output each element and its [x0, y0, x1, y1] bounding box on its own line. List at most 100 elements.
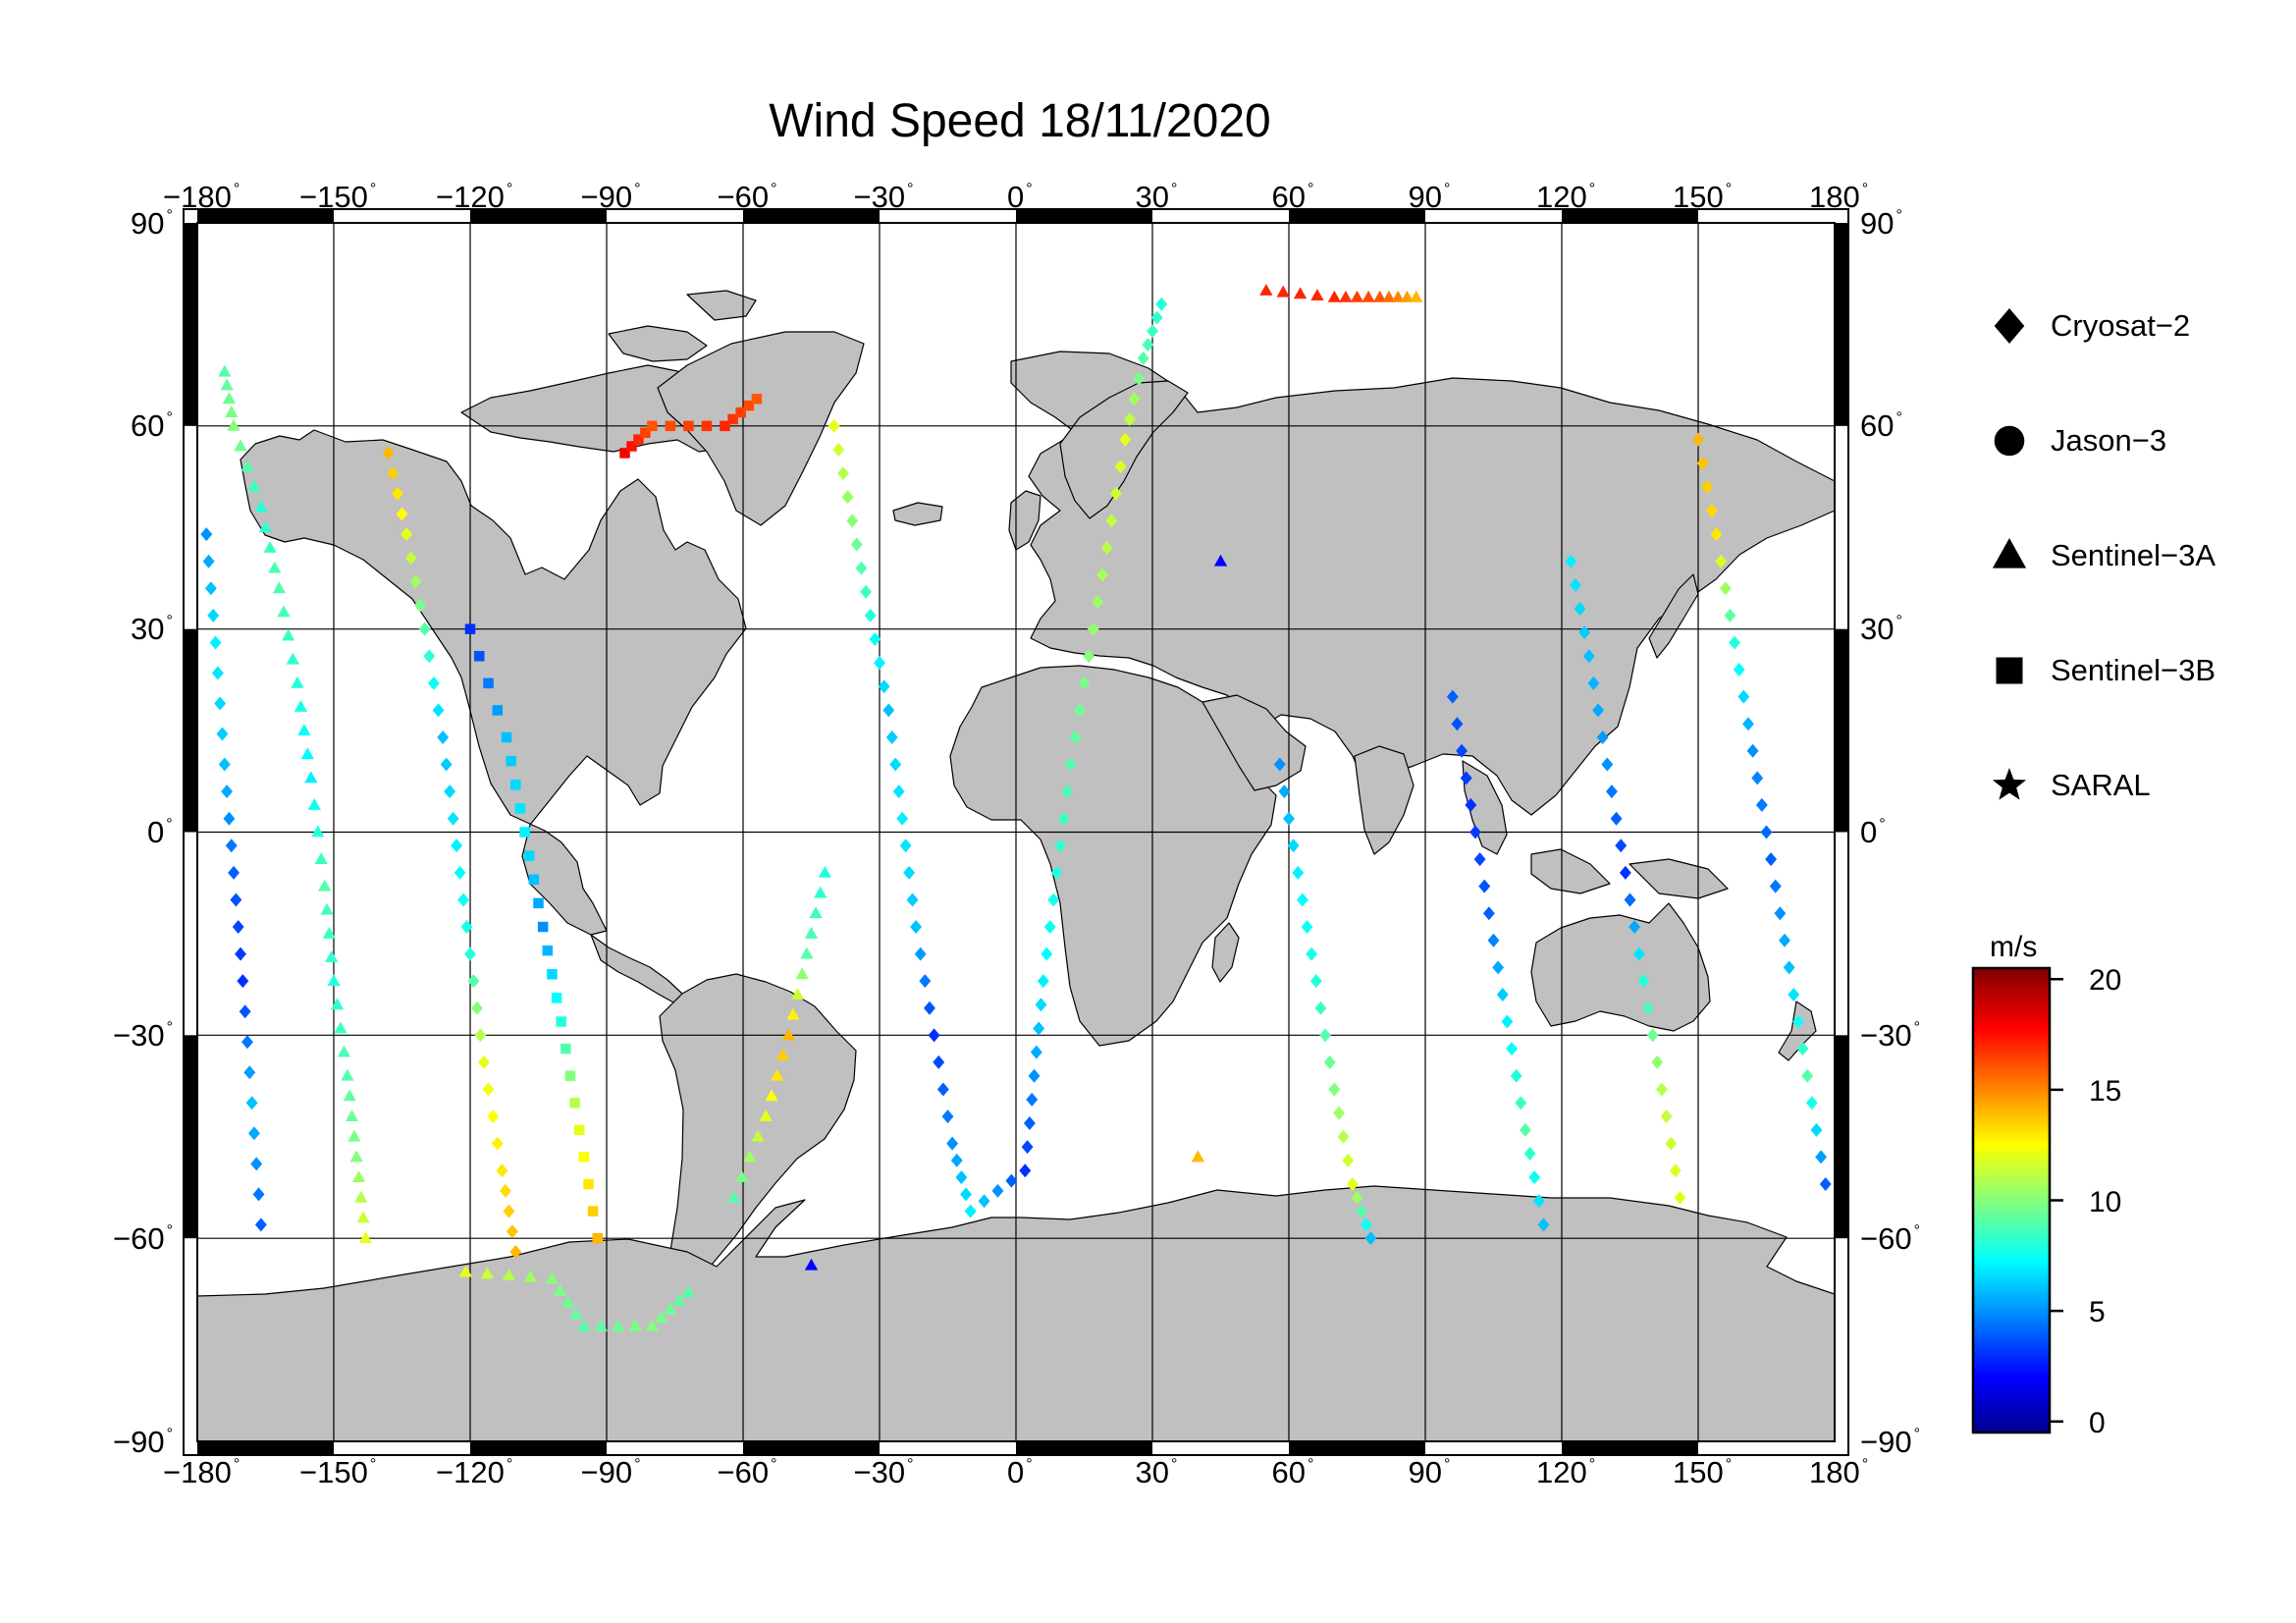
track-point: [1506, 1042, 1518, 1056]
track-point: [1050, 865, 1063, 880]
track-point: [1596, 730, 1609, 744]
track-point: [1692, 432, 1704, 447]
track-point: [537, 921, 549, 933]
track-point: [211, 666, 224, 680]
track-point: [556, 1016, 566, 1027]
track-point: [440, 757, 453, 772]
track-point: [1037, 974, 1049, 989]
track-point: [1350, 290, 1364, 302]
track-point: [1810, 1122, 1823, 1137]
track-point: [743, 1150, 757, 1163]
track-point: [235, 947, 246, 961]
track-point: [814, 886, 828, 898]
frame-degree-bars: [184, 209, 1848, 1455]
track-point: [1364, 1231, 1377, 1246]
track-point: [1701, 479, 1714, 494]
track-point: [1109, 486, 1122, 501]
track-point: [1100, 540, 1113, 555]
track-point: [781, 1028, 795, 1041]
track-point: [1737, 689, 1750, 704]
track-point: [735, 406, 746, 418]
track-point: [400, 527, 413, 542]
track-point: [345, 1109, 359, 1121]
track-point: [841, 490, 854, 505]
track-point: [218, 364, 232, 377]
track-point: [460, 920, 473, 935]
track-point: [1043, 920, 1056, 935]
track-point: [343, 1089, 356, 1102]
track-point: [551, 993, 562, 1003]
track-point: [291, 676, 304, 688]
frame-bar-top: [1562, 209, 1698, 223]
track-point: [878, 679, 890, 694]
track-point: [444, 784, 456, 799]
track-point: [1314, 1001, 1327, 1015]
track-point: [207, 608, 220, 622]
frame-bar-bottom: [197, 1441, 334, 1455]
track-point: [1805, 1096, 1818, 1110]
track-point: [1492, 960, 1505, 975]
track-point: [464, 947, 476, 961]
track-point: [1473, 852, 1486, 867]
track-point: [561, 1043, 571, 1055]
track-point: [626, 441, 637, 452]
track-point: [1615, 839, 1628, 853]
land-greenland: [657, 331, 865, 526]
frame-bar-left: [184, 223, 197, 426]
lon-tick-label: −120 °: [436, 179, 513, 214]
lon-tick-label: 150 °: [1673, 179, 1733, 214]
track-point: [941, 1109, 954, 1124]
track-point: [250, 1157, 263, 1171]
track-point: [1769, 879, 1782, 893]
track-point: [523, 850, 535, 861]
land-new-zealand: [1778, 1001, 1817, 1061]
track-point: [1373, 290, 1387, 302]
colorbar: [1971, 966, 2052, 1434]
track-point: [564, 1070, 576, 1081]
track-point: [1019, 1163, 1032, 1178]
frame-bar-bottom: [1016, 1441, 1152, 1455]
track-point: [1337, 1129, 1350, 1144]
lat-tick-label: −30 °: [1860, 1017, 1920, 1053]
lon-tick-label: 30 °: [1135, 1454, 1178, 1489]
track-point: [382, 446, 395, 460]
frame-bar-left: [184, 1035, 197, 1239]
figure-title: Wind Speed 18/11/2020: [769, 95, 1271, 147]
track-point: [325, 950, 339, 962]
track-point: [681, 1285, 696, 1298]
track-point: [502, 1269, 516, 1280]
track-point: [304, 771, 318, 784]
track-point: [903, 865, 916, 880]
frame-bar-top: [470, 209, 607, 223]
colorbar-tick-label: 15: [2089, 1074, 2122, 1108]
track-point: [451, 839, 463, 853]
frame-bar-top: [1289, 209, 1425, 223]
track-point: [268, 561, 282, 573]
track-point: [358, 1231, 373, 1244]
track-point: [1801, 1068, 1814, 1083]
track-point: [1005, 1173, 1018, 1188]
track-point: [1026, 1092, 1039, 1107]
track-point: [818, 865, 832, 878]
colorbar-tick-label: 20: [2089, 964, 2122, 998]
track-point: [1382, 290, 1396, 302]
track-point: [1391, 290, 1405, 302]
frame-bar-top: [1016, 209, 1152, 223]
track-point: [300, 747, 315, 760]
track-point: [1765, 852, 1778, 867]
lon-tick-label: −150 °: [299, 1454, 377, 1489]
colorbar-ticks: [2050, 978, 2063, 1423]
track-point: [351, 1170, 366, 1183]
lat-tick-label: −60 °: [1860, 1220, 1920, 1256]
track-point: [492, 705, 504, 716]
track-point: [1705, 504, 1718, 518]
track-point: [202, 554, 215, 568]
track-point: [314, 852, 328, 864]
track-point: [1362, 290, 1375, 302]
land-southeast-asia: [1462, 760, 1729, 899]
track-point: [1610, 811, 1623, 826]
track-point: [1451, 717, 1464, 731]
track-point: [1779, 933, 1790, 947]
